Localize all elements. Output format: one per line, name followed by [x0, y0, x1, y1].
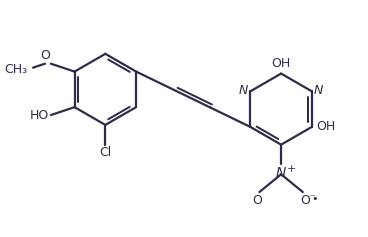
Text: Cl: Cl	[99, 146, 112, 159]
Text: •: •	[312, 194, 318, 204]
Text: N: N	[276, 166, 286, 180]
Text: OH: OH	[272, 57, 291, 70]
Text: O: O	[252, 194, 262, 207]
Text: O: O	[300, 194, 310, 207]
Text: N: N	[239, 84, 248, 97]
Text: ⁻: ⁻	[310, 193, 316, 203]
Text: +: +	[287, 164, 296, 174]
Text: O: O	[40, 49, 50, 62]
Text: N: N	[314, 84, 323, 97]
Text: HO: HO	[30, 109, 49, 122]
Text: CH₃: CH₃	[4, 63, 27, 76]
Text: OH: OH	[316, 120, 335, 133]
